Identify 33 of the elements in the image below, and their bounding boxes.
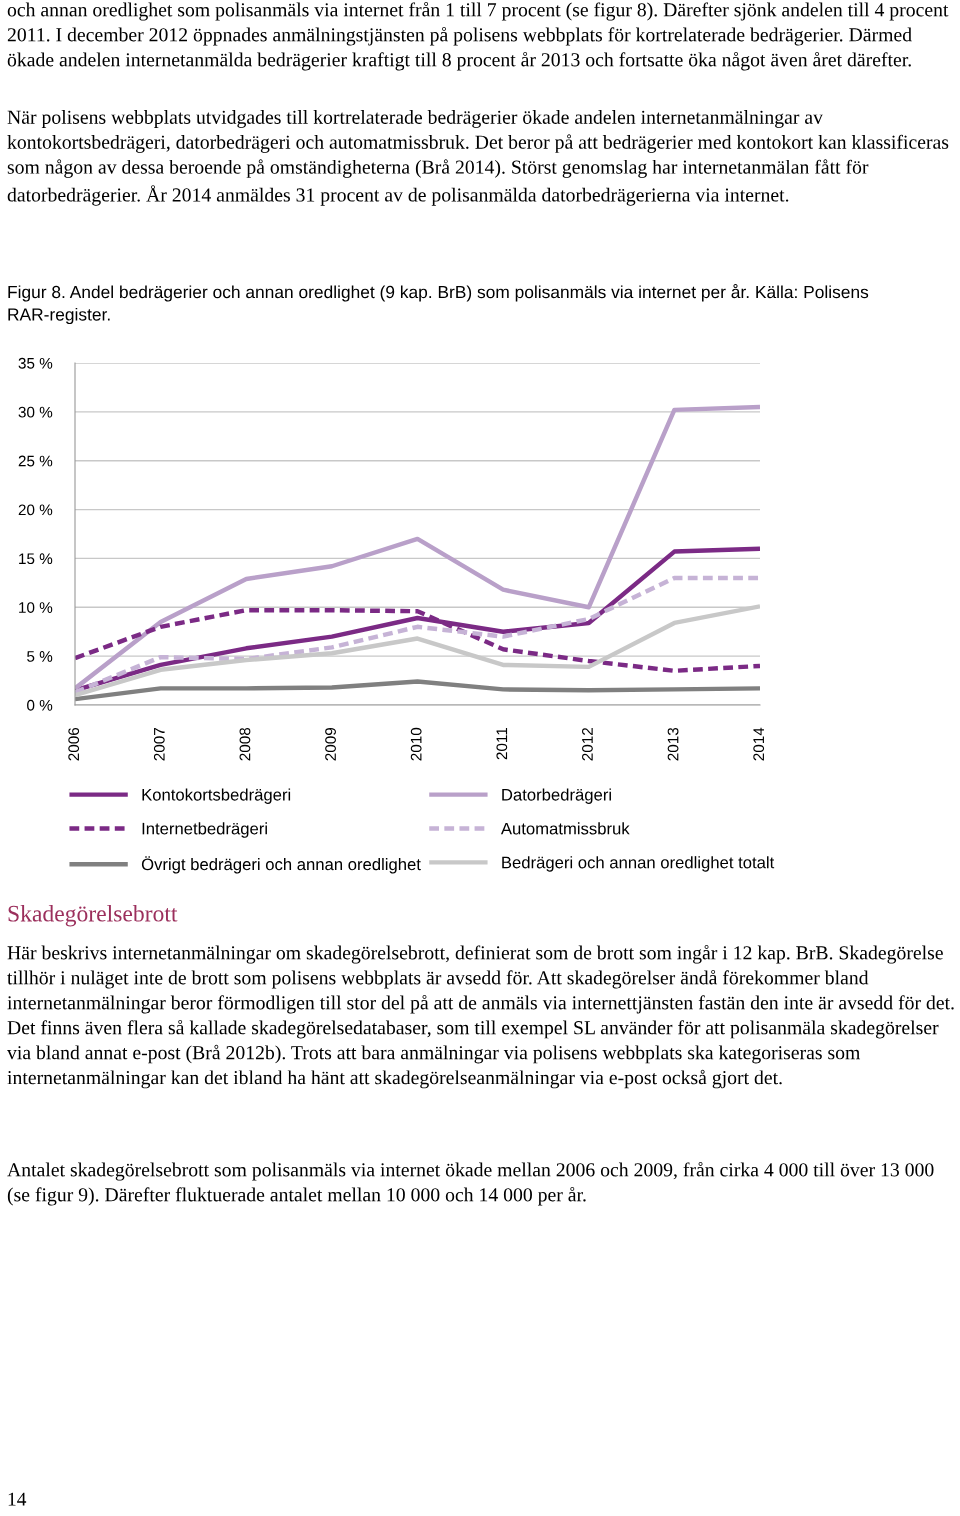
x-tick-label: 2012 [582,727,593,761]
legend-label: Övrigt bedrägeri och annan oredlighet [141,856,421,874]
x-tick-label: 2011 [496,727,508,760]
legend-label: Internetbedrägeri [142,822,267,838]
text: och annan oredlighet som polisanmäls via internet från 1 till 7 procent (se figur 8). Därefter sjönk andelen till 4 procent 2011. I december 2012 öppnades anmälningstjänsten på polisens webbplats för kortrelaterade bedrägerier. Därmed ökade andelen internetanmälda bedrägerier kraftigt till 8 procent år 2013 och fortsatte öka något även året därefter. [7,2,949,71]
text: Skadegörelsebrott [8,905,178,927]
y-tick-label: 35 % [18,357,53,369]
x-tick-label: 2008 [239,727,251,761]
legend-label: Automatmissbruk [500,822,630,835]
text: 14 [8,1492,27,1506]
legend-label: Kontokortsbedrägeri [142,788,291,804]
line-series [75,679,760,702]
x-tick-label: 2013 [667,727,679,761]
y-tick-label: 15 % [19,553,53,565]
line-series [75,575,760,695]
text: När polisens webbplats utvidgades till kortrelaterade bedrägerier ökade andelen internetanmälningar av kontokortsbedrägeri, datorbedrägeri och automatmissbruk. Det beror på att bedrägerier med kontokort kan klassificeras som någon av dessa beroende på omständigheterna (Brå 2014). Störst genomslag har internetanmälan fått för datorbedrägerier. År 2014 anmäldes 31 procent av de polisanmälda datorbedrägerierna via internet. [7,110,949,206]
legend-label: Bedrägeri och annan oredlighet totalt [502,856,775,872]
y-tick-label: 10 % [19,602,53,613]
y-tick-label: 5 % [27,651,53,662]
y-tick-label: 20 % [18,504,53,516]
x-tick-label: 2009 [325,727,336,761]
legend-label: Datorbedrägeri [502,788,611,804]
y-tick-label: 30 % [18,406,53,418]
line-series [75,404,760,691]
y-tick-label: 25 % [18,455,53,467]
y-tick-label: 0 % [27,699,53,711]
x-tick-label: 2007 [153,727,165,761]
text: Antalet skadegörelsebrott som polisanmäls via internet ökade mellan 2006 och 2009, från cirka 4 000 till över 13 000 (se figur 9). Därefter fluktuerade antalet mellan 10 000 och 14 000 per år. [7,1162,934,1206]
x-tick-label: 2006 [68,727,80,761]
x-tick-label: 2010 [410,727,422,761]
chart-title: Figur 8. Andel bedrägerier och annan oredlighet (9 kap. BrB) som polisanmäls via internet per år. Källa: Polisens RAR-register. [8,284,869,325]
x-tick-label: 2014 [753,727,765,761]
text: Här beskrivs internetanmälningar om skadegörelsebrott, definierat som de brott som ingår i 12 kap. BrB. Skadegörelse tillhör i nuläget inte de brott som polisens webbplats är avsedd för. Att skadegörelser ändå förekommer bland internetanmälningar beror förmodligen till stor del på att de anmäls via internettjänsten fastän den inte är avsedd för det. Det finns även flera så kallade skadegörelsedatabaser, som till exempel SL använder för att polisanmäla skadegörelser via bland annat e-post (Brå 2012b). Trots att bara anmälningar via polisens webbplats ska kategoriseras som internetanmälningar kan det ibland ha hänt att skadegörelseanmälningar via e-post också gjort det. [7,945,954,1089]
